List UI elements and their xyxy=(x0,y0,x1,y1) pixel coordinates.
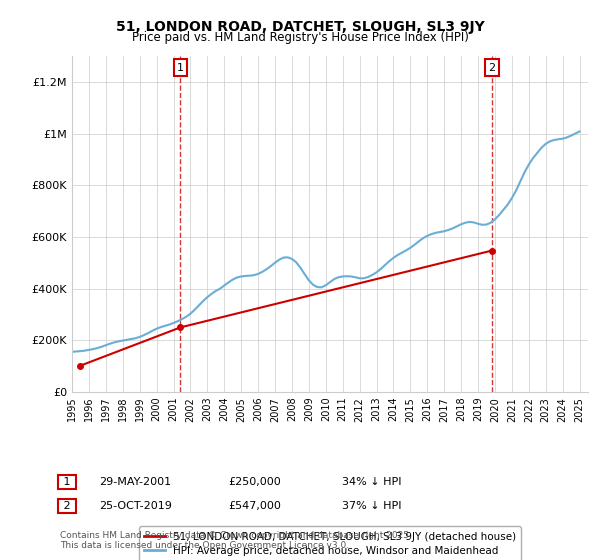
Text: 1: 1 xyxy=(177,63,184,73)
Text: £250,000: £250,000 xyxy=(228,477,281,487)
Text: 25-OCT-2019: 25-OCT-2019 xyxy=(99,501,172,511)
Text: £547,000: £547,000 xyxy=(228,501,281,511)
Text: 51, LONDON ROAD, DATCHET, SLOUGH, SL3 9JY: 51, LONDON ROAD, DATCHET, SLOUGH, SL3 9J… xyxy=(116,20,484,34)
Text: 37% ↓ HPI: 37% ↓ HPI xyxy=(342,501,401,511)
Text: 34% ↓ HPI: 34% ↓ HPI xyxy=(342,477,401,487)
Text: Contains HM Land Registry data © Crown copyright and database right 2025.
This d: Contains HM Land Registry data © Crown c… xyxy=(60,531,412,550)
Legend: 51, LONDON ROAD, DATCHET, SLOUGH, SL3 9JY (detached house), HPI: Average price, : 51, LONDON ROAD, DATCHET, SLOUGH, SL3 9J… xyxy=(139,526,521,560)
Text: Price paid vs. HM Land Registry's House Price Index (HPI): Price paid vs. HM Land Registry's House … xyxy=(131,31,469,44)
Text: 29-MAY-2001: 29-MAY-2001 xyxy=(99,477,171,487)
Text: 2: 2 xyxy=(60,501,74,511)
Text: 2: 2 xyxy=(488,63,495,73)
Text: 1: 1 xyxy=(60,477,74,487)
